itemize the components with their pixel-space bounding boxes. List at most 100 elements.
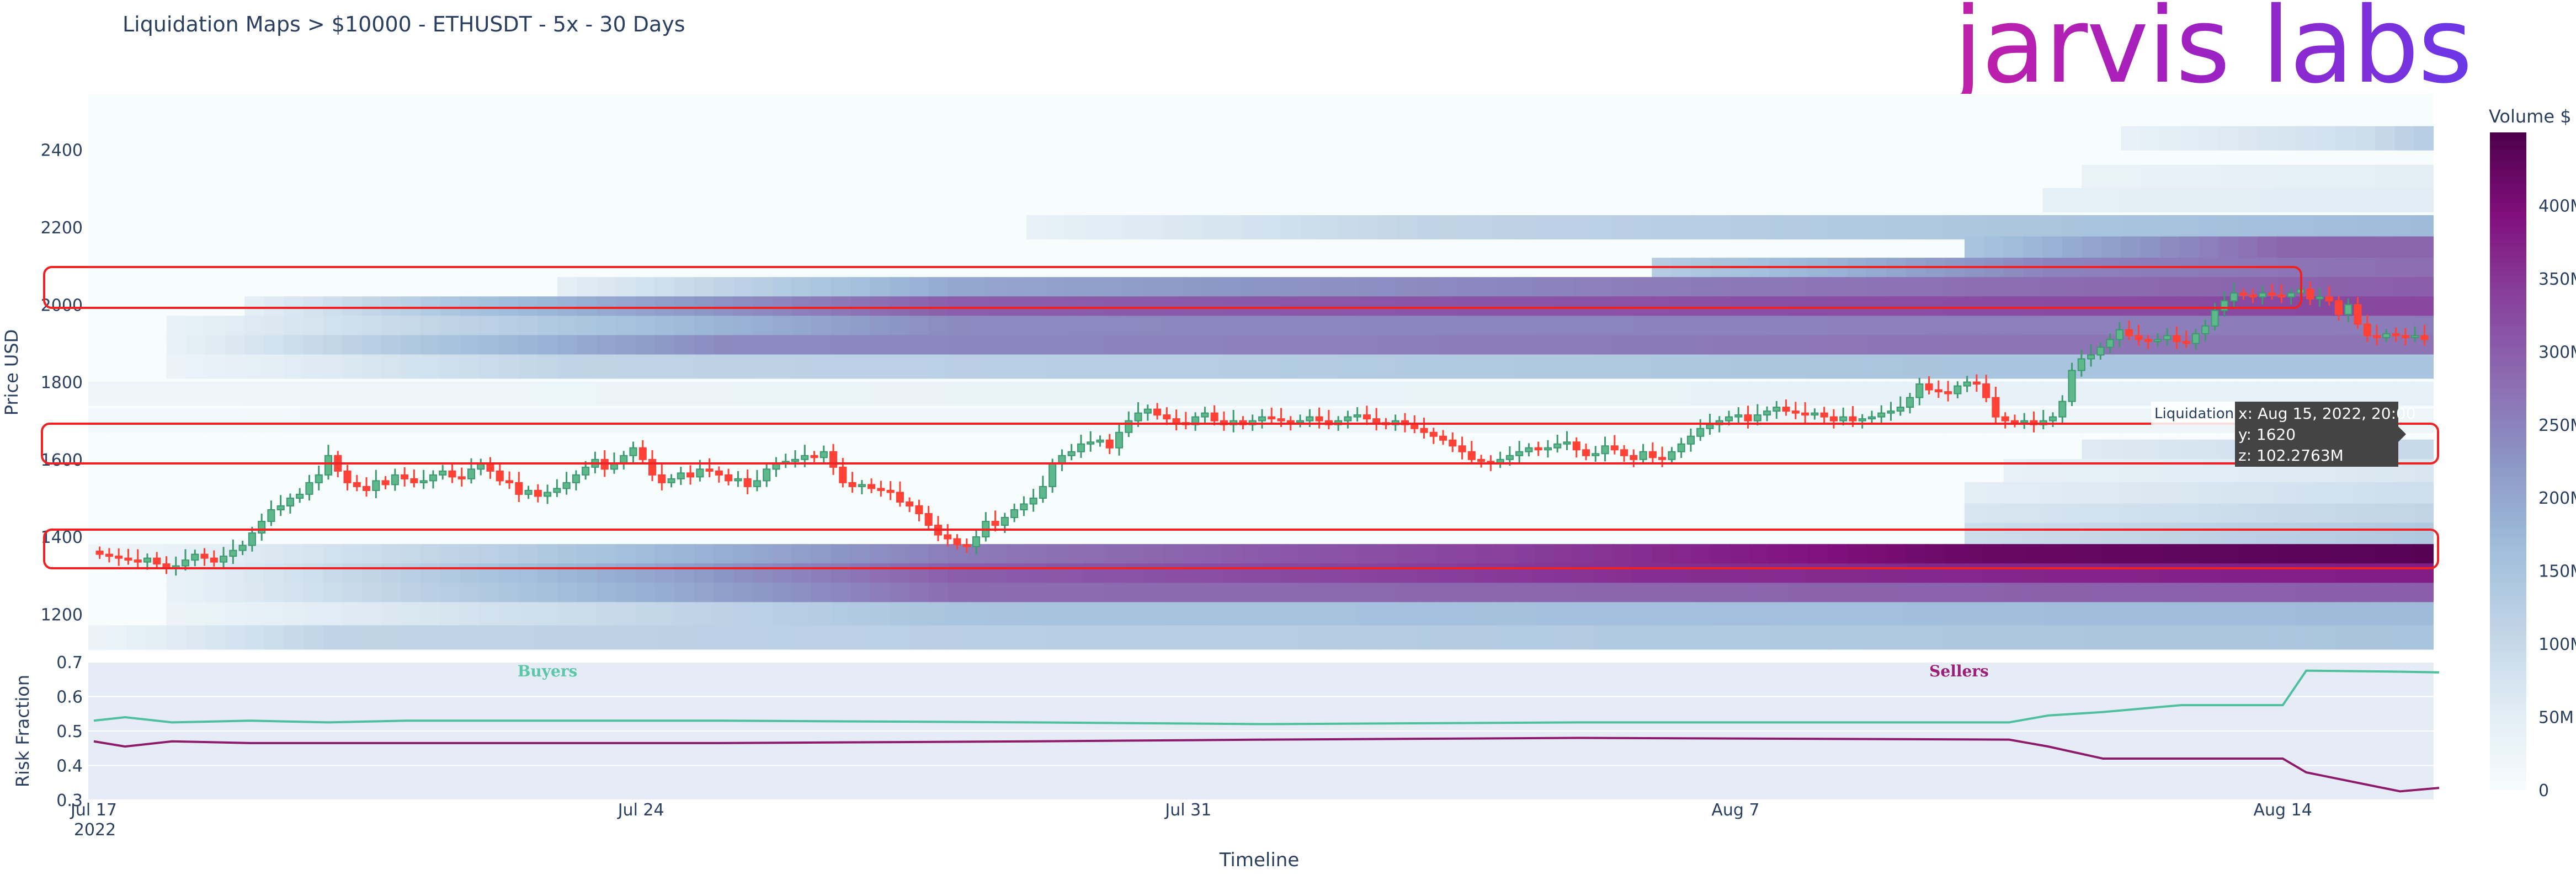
liquidation-heatmap <box>88 126 2434 650</box>
candlestick <box>753 469 761 492</box>
candlestick <box>2258 285 2266 305</box>
candlestick <box>1677 438 1685 458</box>
candlestick <box>1315 407 1323 429</box>
candlestick <box>2344 298 2353 322</box>
price-tick-label: 2400 <box>41 141 83 161</box>
candlestick <box>1954 381 1962 398</box>
tooltip-pointer <box>2398 426 2406 442</box>
liquidation-band <box>88 381 2434 406</box>
candlestick <box>572 470 580 490</box>
candlestick <box>1877 405 1886 423</box>
candlestick <box>1734 407 1743 423</box>
candlestick <box>1934 380 1942 398</box>
candlestick <box>858 479 866 494</box>
candlestick <box>2087 344 2095 367</box>
liquidation-band <box>2082 164 2434 189</box>
liquidation-band <box>166 316 2434 340</box>
candlestick <box>401 467 409 487</box>
candlestick <box>725 468 733 485</box>
candlestick <box>419 469 428 489</box>
candlestick <box>210 550 218 567</box>
candlestick <box>1143 404 1152 421</box>
candlestick <box>972 529 981 554</box>
candlestick <box>1362 406 1371 425</box>
liquidation-band <box>88 625 2434 650</box>
candlestick <box>1867 410 1876 424</box>
candlestick <box>2068 362 2076 407</box>
timeline-tick-label: Aug 7 <box>1711 801 1759 820</box>
candlestick <box>2239 288 2248 300</box>
timeline-tick-label: Aug 14 <box>2254 801 2312 820</box>
sellers-annotation: Sellers <box>1929 662 1989 680</box>
colorbar-tick-label: 50M <box>2538 708 2574 728</box>
candlestick <box>1858 414 1866 429</box>
candlestick <box>1429 428 1438 444</box>
candlestick <box>1258 409 1266 429</box>
tooltip-series-box <box>2151 402 2235 425</box>
candlestick <box>381 476 390 489</box>
candlestick <box>153 552 161 569</box>
candlestick <box>2182 330 2190 348</box>
risk-gridlines <box>88 661 2434 801</box>
candlestick <box>1753 404 1761 426</box>
candlestick <box>2287 288 2295 305</box>
candlestick <box>391 468 399 491</box>
candlestick <box>1686 428 1695 452</box>
candlestick <box>1449 432 1457 452</box>
candlestick <box>1153 403 1162 420</box>
candlestick <box>1344 410 1352 429</box>
risk-tick-label: 0.6 <box>56 688 83 707</box>
candlestick <box>2077 349 2085 377</box>
highlight-box-2000 <box>43 266 2302 309</box>
candlestick <box>181 549 190 571</box>
candlestick <box>705 458 714 478</box>
candlestick <box>1563 431 1571 450</box>
candlestick <box>229 540 237 564</box>
candlestick <box>2316 287 2324 307</box>
candlestick <box>819 445 828 464</box>
candlestick <box>1820 407 1828 423</box>
candlestick <box>1087 431 1095 452</box>
candlestick <box>886 481 895 500</box>
colorbar-tick-label: 0 <box>2538 781 2549 801</box>
colorbar-ticks: 0 50M 100M 150M 200M 250M 300M 350M 400M <box>2538 196 2576 801</box>
candlestick <box>1268 407 1276 424</box>
candlestick <box>353 474 361 492</box>
risk-tick-label: 0.3 <box>56 791 83 810</box>
candlestick <box>1067 444 1076 461</box>
candlestick <box>372 469 380 498</box>
candlestick <box>2363 314 2371 342</box>
candlestick <box>1353 407 1361 422</box>
colorbar-tick-label: 200M <box>2538 489 2576 508</box>
timeline-year-label: 2022 <box>74 820 116 840</box>
candlestick <box>1467 441 1476 465</box>
candlestick <box>1039 476 1047 503</box>
candlestick <box>1115 424 1124 456</box>
candlestick <box>286 493 294 514</box>
candlestick <box>2191 329 2200 350</box>
candlestick <box>1572 437 1580 458</box>
candlestick <box>1648 442 1657 464</box>
candlestick <box>457 467 466 487</box>
candlestick <box>962 538 971 553</box>
candlestick <box>1668 447 1676 465</box>
risk-line-sellers <box>93 737 2440 793</box>
tooltip-box <box>2235 402 2398 467</box>
candlestick <box>505 471 514 489</box>
candlestick <box>2001 412 2009 429</box>
price-axis-title: Price USD <box>1 329 22 416</box>
candlestick <box>953 534 961 549</box>
liquidation-band <box>1026 215 2434 239</box>
candlestick <box>1515 441 1524 463</box>
candlestick <box>2306 281 2314 305</box>
candlestick <box>1105 434 1114 454</box>
candlestick <box>2096 342 2105 360</box>
price-candlesticks <box>95 281 2429 576</box>
candlestick <box>2268 284 2276 300</box>
risk-tick-label: 0.4 <box>56 757 83 776</box>
candlestick <box>1163 407 1171 425</box>
price-tick-label: 1200 <box>41 605 83 625</box>
candlestick <box>439 465 447 480</box>
